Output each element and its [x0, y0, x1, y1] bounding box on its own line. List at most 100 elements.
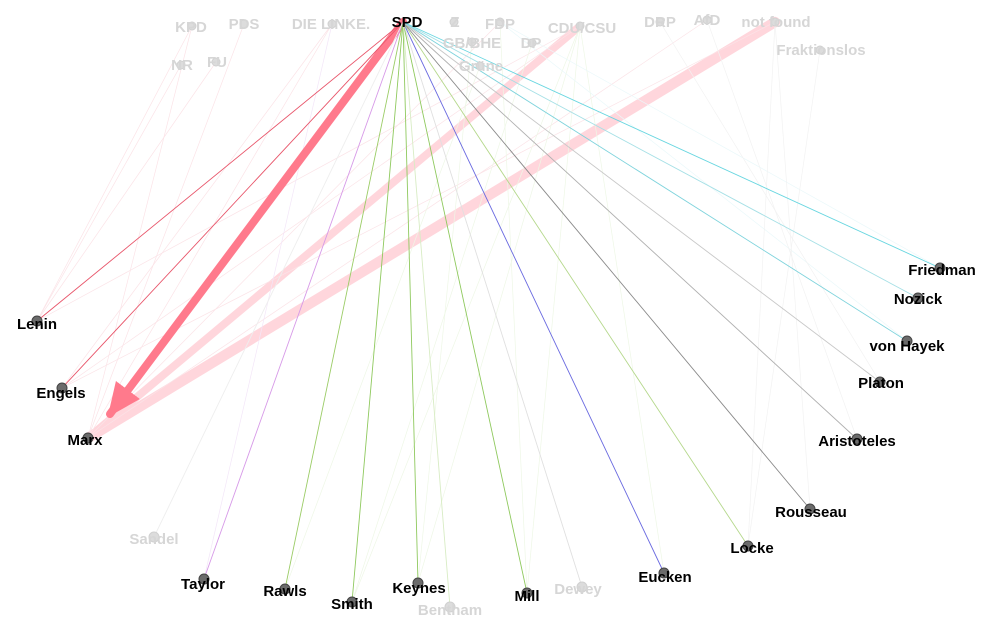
- edge-spd-platon: [402, 21, 881, 383]
- label-rousseau[interactable]: Rousseau: [775, 504, 847, 521]
- edge-spd-lenin: [36, 21, 404, 322]
- label-linke[interactable]: DIE LINKE.: [292, 16, 370, 33]
- label-bentham[interactable]: Bentham: [418, 602, 482, 619]
- node-kpd[interactable]: [187, 21, 197, 31]
- label-kpd[interactable]: KPD: [175, 19, 207, 36]
- label-platon[interactable]: Platon: [858, 375, 904, 392]
- label-z[interactable]: Z: [450, 14, 459, 31]
- nodes-layer: [31, 15, 946, 613]
- node-drp[interactable]: [655, 17, 665, 27]
- node-rawls[interactable]: [279, 583, 291, 595]
- edge-afd-marx: [87, 19, 708, 439]
- edge-spd-locke: [402, 21, 749, 547]
- node-hayek[interactable]: [901, 335, 913, 347]
- label-fraktionslos[interactable]: Fraktionslos: [776, 42, 865, 59]
- node-sandel[interactable]: [148, 531, 160, 543]
- node-gruene[interactable]: [475, 61, 485, 71]
- edge-spd-dewey: [402, 21, 583, 588]
- label-rawls[interactable]: Rawls: [263, 583, 306, 600]
- label-hayek[interactable]: von Hayek: [869, 338, 945, 355]
- label-aristoteles[interactable]: Aristoteles: [818, 433, 896, 450]
- label-notfound[interactable]: not found: [741, 14, 810, 31]
- node-bentham[interactable]: [444, 601, 456, 613]
- edge-notfound-engels: [61, 21, 776, 389]
- edge-spd-keynes: [402, 21, 419, 584]
- edge-spd-rousseau: [402, 21, 811, 510]
- edge-gbbhe-keynes: [417, 41, 473, 584]
- label-afd[interactable]: AfD: [694, 12, 721, 29]
- label-marx[interactable]: Marx: [67, 432, 103, 449]
- edge-kpd-marx: [87, 25, 193, 439]
- edge-gruene-rawls: [284, 65, 481, 590]
- edge-spd-mill: [402, 21, 528, 594]
- label-locke[interactable]: Locke: [730, 540, 773, 557]
- label-gruene[interactable]: Grüne: [459, 58, 503, 75]
- label-gbbhe[interactable]: GB/BHE: [443, 35, 501, 52]
- label-drp[interactable]: DRP: [644, 14, 676, 31]
- label-eucken[interactable]: Eucken: [638, 569, 691, 586]
- edge-fdp-friedman: [499, 21, 941, 269]
- edge-fdp-mill: [499, 21, 528, 594]
- edge-nr-lenin: [36, 64, 182, 322]
- label-mill[interactable]: Mill: [515, 588, 540, 605]
- node-z[interactable]: [449, 17, 459, 27]
- node-keynes[interactable]: [412, 577, 424, 589]
- edge-notfound-rousseau: [774, 21, 811, 510]
- node-lenin[interactable]: [31, 315, 43, 327]
- node-mill[interactable]: [521, 587, 533, 599]
- node-friedman[interactable]: [934, 262, 946, 274]
- label-cdu[interactable]: CDU/CSU: [548, 20, 616, 37]
- label-sandel[interactable]: Sandel: [129, 531, 178, 548]
- node-engels[interactable]: [56, 382, 68, 394]
- node-platon[interactable]: [874, 376, 886, 388]
- label-nr[interactable]: NR: [171, 57, 193, 74]
- node-rousseau[interactable]: [804, 503, 816, 515]
- label-nozick[interactable]: Nozick: [894, 291, 943, 308]
- label-dewey[interactable]: Dewey: [554, 581, 602, 598]
- node-afd[interactable]: [702, 15, 712, 25]
- edge-spd-aristoteles: [402, 21, 858, 440]
- edge-cdu-engels: [61, 25, 581, 389]
- edge-drp-platon: [659, 21, 881, 383]
- node-dewey[interactable]: [576, 581, 588, 593]
- edge-notfound-marx: [82, 16, 781, 444]
- edge-pds-marx: [87, 23, 245, 439]
- node-locke[interactable]: [742, 540, 754, 552]
- label-spd[interactable]: SPD: [392, 14, 423, 31]
- label-fdp[interactable]: FDP: [485, 16, 515, 33]
- node-taylor[interactable]: [198, 573, 210, 585]
- label-smith[interactable]: Smith: [331, 596, 373, 613]
- label-lenin[interactable]: Lenin: [17, 316, 57, 333]
- node-dp[interactable]: [527, 38, 537, 48]
- edge-spd-sandel: [153, 21, 404, 538]
- label-pds[interactable]: PDS: [229, 16, 260, 33]
- label-fu[interactable]: FU: [207, 54, 227, 71]
- label-friedman[interactable]: Friedman: [908, 262, 976, 279]
- edge-spd-nozick: [402, 21, 919, 299]
- label-keynes[interactable]: Keynes: [392, 580, 445, 597]
- node-cdu[interactable]: [575, 21, 585, 31]
- node-fu[interactable]: [211, 57, 221, 67]
- faded-edges-layer: [36, 16, 941, 603]
- label-dp[interactable]: DP: [521, 35, 542, 52]
- node-nr[interactable]: [176, 60, 186, 70]
- node-eucken[interactable]: [658, 567, 670, 579]
- node-linke[interactable]: [327, 19, 337, 29]
- node-nozick[interactable]: [912, 292, 924, 304]
- label-taylor[interactable]: Taylor: [181, 576, 225, 593]
- node-marx[interactable]: [82, 432, 94, 444]
- node-notfound[interactable]: [770, 17, 780, 27]
- node-aristoteles[interactable]: [851, 433, 863, 445]
- node-gbbhe[interactable]: [467, 37, 477, 47]
- edge-spd-bentham: [402, 21, 451, 608]
- node-pds[interactable]: [239, 19, 249, 29]
- edge-linke-marx: [87, 23, 333, 439]
- node-fraktionslos[interactable]: [815, 45, 825, 55]
- edge-spd-hayek: [402, 21, 908, 342]
- edge-spd-rawls: [284, 21, 404, 590]
- label-engels[interactable]: Engels: [36, 385, 85, 402]
- node-smith[interactable]: [346, 596, 358, 608]
- edge-fdp-marx: [87, 21, 501, 439]
- node-fdp[interactable]: [495, 17, 505, 27]
